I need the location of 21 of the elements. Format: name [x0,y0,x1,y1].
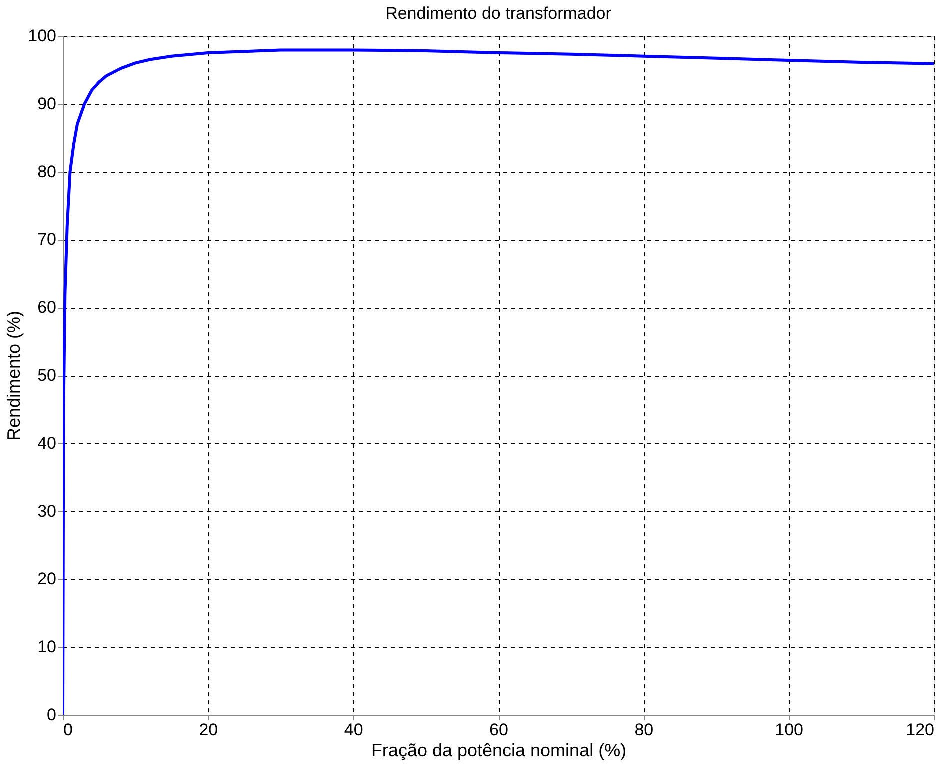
y-tick-label: 60 [38,298,56,318]
x-tick-label: 80 [634,720,654,740]
x-tick-label: 120 [906,720,934,740]
y-tick-label: 30 [38,502,56,521]
y-tick-label: 50 [38,366,56,385]
y-tick-label: 40 [38,434,56,453]
x-tick-label: 40 [344,720,364,740]
x-tick-label: 100 [775,720,804,740]
y-tick-label: 80 [38,162,56,182]
y-tick-label: 100 [28,26,56,46]
x-tick-label: 20 [199,720,218,740]
x-tick-label: 0 [64,720,73,740]
y-tick-label: 10 [38,638,56,657]
chart-title: Rendimento do transformador [386,4,612,23]
y-tick-label: 90 [38,94,56,114]
y-axis-title: Rendimento (%) [4,310,24,442]
y-tick-label: 70 [38,230,56,250]
y-tick-label: 0 [47,706,56,724]
x-tick-label: 60 [490,720,508,740]
x-axis-title: Fração da potência nominal (%) [371,740,627,760]
y-tick-label: 20 [38,570,56,589]
